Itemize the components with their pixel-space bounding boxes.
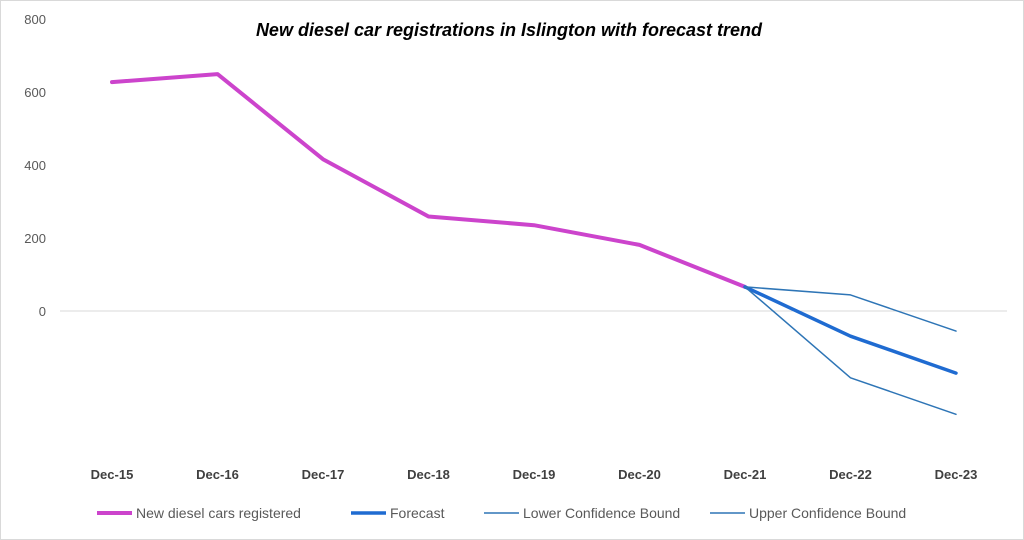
- y-tick-label-600: 600: [24, 85, 46, 100]
- series-line-new-diesel-cars-registered: [110, 72, 747, 289]
- x-axis-ticks: Dec-15 Dec-16 Dec-17 Dec-18 Dec-19 Dec-20 Dec-…: [91, 467, 978, 482]
- y-tick-label-400: 400: [24, 158, 46, 173]
- x-tick-label-dec-15: Dec-15: [91, 467, 134, 482]
- legend-label-forecast: Forecast: [390, 505, 445, 521]
- x-tick-label-dec-17: Dec-17: [302, 467, 345, 482]
- x-tick-label-dec-20: Dec-20: [618, 467, 661, 482]
- x-tick-label-dec-18: Dec-18: [407, 467, 450, 482]
- x-tick-label-dec-19: Dec-19: [513, 467, 556, 482]
- y-tick-label-200: 200: [24, 231, 46, 246]
- x-tick-label-dec-16: Dec-16: [196, 467, 239, 482]
- series-line-upper-confidence-bound: [744, 286, 957, 332]
- series-line-forecast: [743, 285, 958, 375]
- series-line-lower-confidence-bound: [744, 286, 957, 416]
- x-tick-label-dec-23: Dec-23: [935, 467, 978, 482]
- legend-label-lower-confidence-bound: Lower Confidence Bound: [523, 505, 680, 521]
- x-tick-label-dec-21: Dec-21: [724, 467, 767, 482]
- legend-label-upper-confidence-bound: Upper Confidence Bound: [749, 505, 906, 521]
- series-layer: [110, 72, 958, 416]
- legend-label-new-diesel-cars-registered: New diesel cars registered: [136, 505, 301, 521]
- legend: New diesel cars registered Forecast Lower …: [97, 505, 906, 521]
- y-axis-ticks: 800 600 400 200 0: [24, 12, 46, 319]
- chart-title: New diesel car registrations in Islingto…: [256, 20, 763, 40]
- y-tick-label-0: 0: [39, 304, 46, 319]
- y-tick-label-800: 800: [24, 12, 46, 27]
- x-tick-label-dec-22: Dec-22: [829, 467, 872, 482]
